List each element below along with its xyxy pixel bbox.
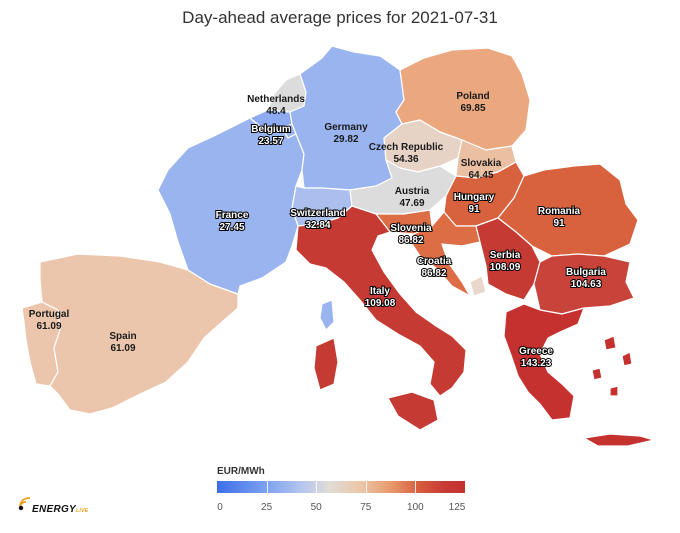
label-france-value: 27.45	[219, 222, 244, 233]
energylive-logo: ENERGYLIVE	[18, 494, 98, 522]
label-france-name: France	[216, 210, 249, 221]
legend-title: EUR/MWh	[217, 466, 265, 477]
label-bulgaria-name: Bulgaria	[566, 267, 606, 278]
label-serbia-value: 108.09	[490, 262, 521, 273]
label-czech-republic-value: 54.36	[393, 154, 418, 165]
country-italy[interactable]	[295, 205, 467, 397]
label-portugal-name: Portugal	[29, 309, 70, 320]
logo-text: ENERGYLIVE	[32, 504, 89, 515]
legend-tick-label: 125	[448, 502, 466, 513]
label-italy-name: Italy	[370, 286, 390, 297]
label-romania-name: Romania	[538, 206, 581, 217]
crete-island	[583, 433, 655, 447]
label-austria-name: Austria	[395, 186, 430, 197]
label-poland-value: 69.85	[460, 103, 485, 114]
label-slovakia-value: 64.45	[468, 170, 493, 181]
label-belgium-value: 23.57	[258, 136, 283, 147]
label-bulgaria-value: 104.63	[571, 279, 602, 290]
label-switzerland-value: 32.84	[305, 220, 330, 231]
legend-tick-label: 50	[310, 502, 322, 513]
legend-tick-label: 0	[217, 502, 223, 513]
label-serbia-name: Serbia	[490, 250, 521, 261]
label-netherlands-value: 48.4	[266, 106, 286, 117]
country-germany[interactable]	[289, 45, 405, 191]
label-greece-value: 143.23	[521, 358, 552, 369]
sardinia-island	[313, 337, 339, 391]
label-italy-value: 109.08	[365, 298, 396, 309]
label-spain-name: Spain	[109, 331, 136, 342]
label-germany-value: 29.82	[333, 134, 358, 145]
label-belgium-name: Belgium	[251, 124, 291, 135]
label-croatia-name: Croatia	[417, 256, 452, 267]
label-croatia-value: 86.82	[421, 268, 446, 279]
sicily-island	[387, 391, 439, 431]
label-poland-name: Poland	[456, 91, 489, 102]
logo-signal-icon	[18, 497, 31, 511]
map-title: Day-ahead average prices for 2021-07-31	[182, 8, 498, 27]
label-netherlands-name: Netherlands	[247, 94, 305, 105]
label-romania-value: 91	[553, 218, 565, 229]
label-greece-name: Greece	[519, 346, 553, 357]
label-switzerland-name: Switzerland	[290, 208, 346, 219]
legend-tick-label: 100	[407, 502, 424, 513]
label-slovenia-name: Slovenia	[390, 223, 432, 234]
label-germany-name: Germany	[324, 122, 368, 133]
label-spain-value: 61.09	[110, 343, 135, 354]
label-austria-value: 47.69	[399, 198, 424, 209]
legend-tick-label: 25	[261, 502, 273, 513]
label-slovenia-value: 86.82	[398, 235, 423, 246]
legend-tick-mark	[415, 481, 417, 493]
legend-tick-mark	[316, 481, 318, 493]
country-greece[interactable]	[503, 303, 585, 421]
legend-color-scale	[217, 481, 465, 493]
legend-tick-label: 75	[360, 502, 372, 513]
corsica-island	[319, 299, 335, 331]
legend-tick-mark	[266, 481, 268, 493]
label-czech-republic-name: Czech Republic	[369, 142, 444, 153]
aegean-islands	[591, 335, 633, 397]
label-portugal-value: 61.09	[36, 321, 61, 332]
montenegro-region	[469, 275, 487, 297]
legend-tick-mark	[365, 481, 367, 493]
label-hungary-value: 91	[468, 204, 480, 215]
country-serbia[interactable]	[475, 217, 541, 301]
country-croatia[interactable]	[411, 211, 481, 297]
label-slovakia-name: Slovakia	[461, 158, 502, 169]
label-hungary-name: Hungary	[454, 192, 495, 203]
